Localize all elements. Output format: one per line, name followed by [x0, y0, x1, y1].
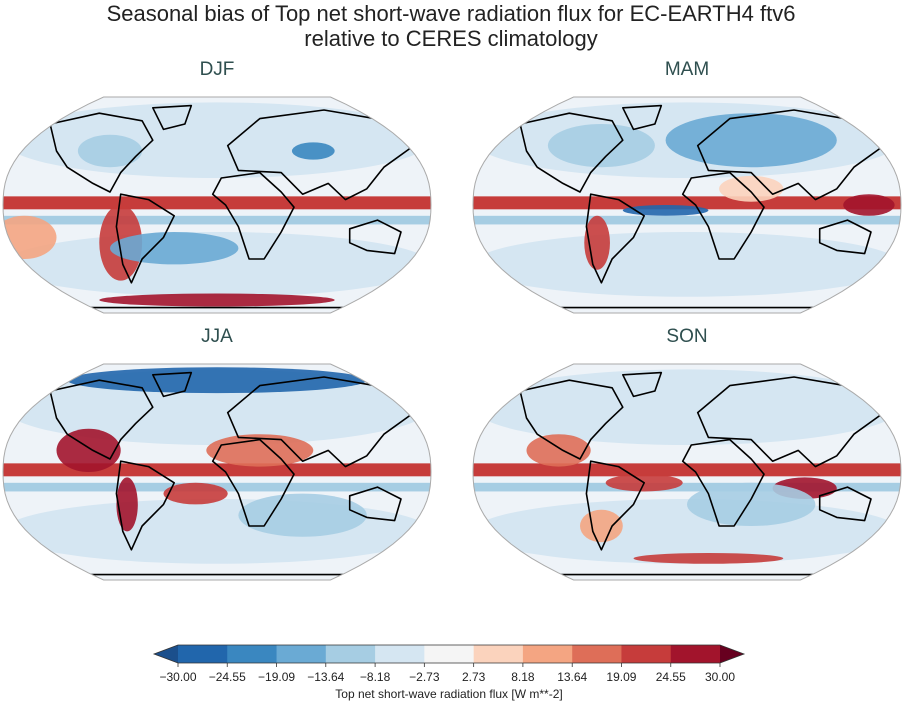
bias-field [843, 194, 895, 216]
coastline [696, 376, 885, 468]
bias-field [622, 205, 709, 216]
colorbar-tick-label: 24.55 [656, 670, 686, 684]
coastline [348, 219, 402, 255]
coastline [49, 379, 154, 460]
title-line: Seasonal bias of Top net short-wave radi… [107, 1, 796, 26]
colorbar-extend-over [720, 645, 744, 663]
colorbar-tick-label: −2.73 [409, 670, 440, 684]
bias-field [3, 463, 431, 477]
coastline [585, 193, 645, 284]
coastline [49, 112, 154, 193]
colorbar: −30.00 −24.55 −19.09 −13.64 −8.18 −2.73 2.73 8.… [152, 644, 746, 701]
coastline [585, 460, 645, 551]
panel-label: MAM [665, 59, 709, 80]
coastline [226, 109, 415, 201]
colorbar-segment [424, 645, 475, 663]
coastline [115, 460, 175, 551]
coastline [519, 112, 624, 193]
bias-field [67, 367, 367, 394]
bias-field [665, 113, 837, 168]
colorbar-segment [670, 645, 721, 663]
colorbar-tick-label: −30.00 [159, 670, 196, 684]
map-panel [473, 364, 901, 580]
colorbar-tick-label: 30.00 [705, 670, 735, 684]
bias-field [99, 293, 335, 307]
bias-field [580, 509, 623, 543]
bias-field [3, 499, 431, 564]
coastline [681, 171, 765, 260]
bias-field [3, 215, 431, 225]
bias-field [547, 124, 655, 168]
bias-field [633, 553, 784, 564]
bias-field [56, 428, 121, 472]
bias-field [473, 215, 901, 225]
colorbar-segment [621, 645, 672, 663]
coastline [622, 104, 663, 131]
coastline [152, 371, 193, 398]
colorbar-tick-label: −24.55 [209, 670, 246, 684]
colorbar-segment [375, 645, 425, 663]
coastline [348, 486, 402, 522]
bias-field [116, 477, 138, 532]
coastline [226, 376, 415, 468]
coastline [211, 438, 295, 527]
bias-field [291, 142, 335, 160]
colorbar-segment [227, 645, 278, 663]
coastline [622, 371, 663, 398]
bias-field [526, 434, 591, 467]
colorbar-tick-label: −8.18 [360, 670, 391, 684]
bias-field [3, 196, 431, 210]
colorbar-tick-label: 19.09 [606, 670, 636, 684]
colorbar-tick-label: 8.18 [511, 670, 535, 684]
colorbar-tick-label: 13.64 [557, 670, 587, 684]
coastline [211, 171, 295, 260]
bias-field [584, 215, 610, 270]
maps: DJF MAM JJA SON [2, 59, 902, 581]
coastline [818, 486, 872, 522]
bias-field [473, 232, 901, 297]
coastline [115, 193, 175, 284]
colorbar-tick-label: 2.73 [462, 670, 486, 684]
coastline [818, 219, 872, 255]
colorbar-segment [473, 645, 524, 663]
bias-field [77, 134, 143, 168]
map-outline [2, 363, 432, 581]
colorbar-segment [522, 645, 573, 663]
colorbar-segment [276, 645, 327, 663]
bias-field [163, 482, 228, 505]
map-outline [2, 96, 432, 314]
coastline [696, 109, 885, 201]
colorbar-segment [178, 645, 228, 663]
bias-field [206, 434, 314, 467]
panel-label: DJF [200, 59, 235, 80]
panel-label: JJA [201, 326, 233, 347]
map-panel [473, 97, 901, 313]
title-line: relative to CERES climatology [304, 26, 597, 51]
colorbar-label: Top net short-wave radiation flux [W m**… [335, 687, 562, 701]
bias-field [687, 482, 816, 526]
bias-field [110, 232, 239, 265]
bias-field [473, 463, 901, 477]
bias-field [719, 175, 784, 202]
colorbar-segment [572, 645, 622, 663]
panel-label: SON [666, 326, 707, 347]
bias-field [473, 369, 901, 446]
colorbar-segment [325, 645, 376, 663]
map-panel [3, 97, 431, 313]
colorbar-tick-label: −13.64 [307, 670, 344, 684]
map-outline [472, 363, 902, 581]
colorbar-extend-under [154, 645, 178, 663]
colorbar-tick-label: −19.09 [258, 670, 295, 684]
map-panel [3, 364, 431, 580]
bias-field [473, 196, 901, 210]
map-outline [472, 96, 902, 314]
coastline [681, 438, 765, 527]
coastline [152, 104, 193, 131]
coastline [519, 379, 624, 460]
bias-field [238, 493, 367, 537]
bias-field [473, 482, 901, 492]
